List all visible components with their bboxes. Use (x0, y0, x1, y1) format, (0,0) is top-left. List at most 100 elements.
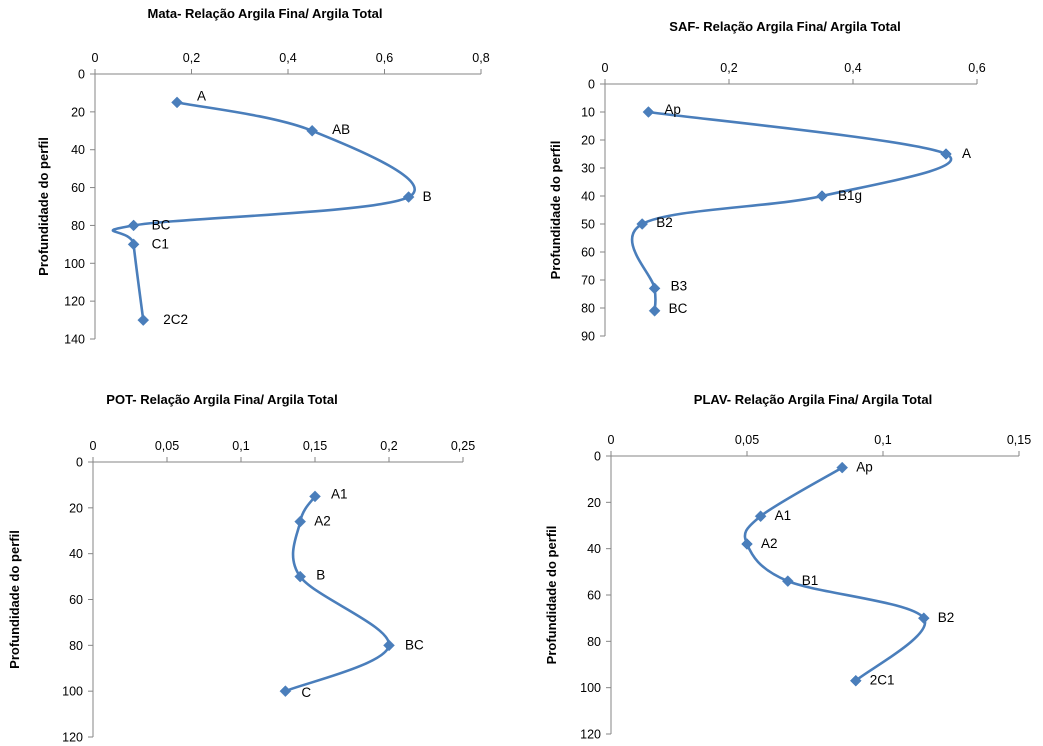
data-point-label: BC (669, 301, 688, 316)
data-point-label: BC (405, 637, 424, 652)
y-tick-label: 20 (69, 501, 83, 515)
data-point-label: BC (152, 217, 171, 232)
data-point-marker (781, 575, 794, 587)
y-tick-label: 90 (581, 330, 595, 344)
data-point-label: 2C1 (870, 673, 895, 688)
y-tick-label: 80 (587, 635, 601, 649)
data-point-label: B2 (938, 610, 955, 625)
x-tick-label: 0,05 (735, 433, 759, 447)
data-point-marker (171, 96, 183, 109)
data-point-marker (741, 538, 753, 550)
x-tick-label: 0,4 (279, 51, 296, 65)
chart-3: PLAV- Relação Argila Fina/ Argila Total 0… (544, 392, 1031, 742)
x-tick-label: 0,1 (874, 433, 891, 447)
y-tick-label: 60 (71, 181, 85, 195)
chart-1: SAF- Relação Argila Fina/ Argila Total 0 0… (548, 19, 986, 344)
y-tick-label: 60 (581, 246, 595, 260)
y-tick-label: 40 (587, 542, 601, 556)
data-point-marker (383, 639, 395, 652)
series-line (743, 466, 927, 682)
data-point-label: B2 (656, 215, 673, 230)
y-tick-label: 0 (76, 456, 83, 470)
data-point-label: B1g (838, 188, 862, 203)
x-tick-label: 0,6 (376, 51, 393, 65)
y-tick-label: 30 (581, 162, 595, 176)
y-tick-label: 120 (64, 295, 85, 309)
y-axis-title: Profundidade do perfil (544, 526, 559, 665)
y-axis-title: Profundidade do perfil (7, 530, 22, 669)
y-tick-label: 20 (71, 105, 85, 119)
chart-title: SAF- Relação Argila Fina/ Argila Total (669, 19, 900, 34)
series-line (284, 495, 391, 693)
data-point-marker (306, 124, 318, 137)
data-point-label: A (197, 88, 206, 103)
data-point-label: A2 (761, 536, 778, 551)
y-tick-label: 20 (587, 496, 601, 510)
x-tick-label: 0,25 (451, 439, 475, 453)
y-tick-label: 70 (581, 274, 595, 288)
data-point-label: B (316, 568, 325, 583)
x-tick-label: 0,8 (472, 51, 489, 65)
data-point-label: A1 (775, 508, 792, 523)
data-point-marker (309, 490, 321, 503)
data-point-marker (636, 218, 649, 230)
data-point-marker (754, 510, 767, 523)
data-point-label: B (423, 189, 432, 204)
y-axis-title: Profundidade do perfil (36, 137, 51, 276)
y-tick-label: 40 (581, 190, 595, 204)
x-tick-label: 0,15 (303, 439, 327, 453)
data-point-label: B1 (802, 573, 819, 588)
data-point-label: B3 (671, 278, 688, 293)
data-point-marker (294, 570, 307, 583)
x-tick-label: 0,2 (380, 439, 397, 453)
x-tick-label: 0,15 (1007, 433, 1031, 447)
chart-0: Mata- Relação Argila Fina/ Argila Total 0… (36, 6, 490, 347)
series-line (111, 101, 416, 321)
data-point-label: C (301, 685, 311, 700)
y-tick-label: 80 (71, 219, 85, 233)
y-tick-label: 120 (580, 728, 601, 742)
y-tick-label: 100 (64, 257, 85, 271)
x-tick-label: 0 (608, 433, 615, 447)
y-tick-label: 80 (581, 302, 595, 316)
x-tick-label: 0,05 (155, 439, 179, 453)
data-point-marker (940, 148, 952, 160)
x-tick-label: 0,1 (232, 439, 249, 453)
chart-title: POT- Relação Argila Fina/ Argila Total (106, 392, 337, 407)
y-tick-label: 60 (587, 589, 601, 603)
data-point-marker (127, 238, 140, 251)
data-point-marker (294, 515, 307, 528)
data-point-marker (137, 314, 150, 326)
x-tick-label: 0 (90, 439, 97, 453)
y-tick-label: 80 (69, 639, 83, 653)
chart-title: Mata- Relação Argila Fina/ Argila Total (147, 6, 382, 21)
x-tick-label: 0,6 (968, 61, 985, 75)
y-tick-label: 0 (594, 450, 601, 464)
y-tick-label: 100 (580, 681, 601, 695)
x-tick-label: 0,2 (183, 51, 200, 65)
data-point-label: AB (332, 122, 350, 137)
data-point-marker (279, 685, 292, 698)
y-axis-title: Profundidade do perfil (548, 141, 563, 280)
y-tick-label: 50 (581, 218, 595, 232)
x-tick-label: 0,4 (844, 61, 861, 75)
chart-title: PLAV- Relação Argila Fina/ Argila Total (694, 392, 932, 407)
y-tick-label: 140 (64, 333, 85, 347)
y-tick-label: 20 (581, 134, 595, 148)
y-tick-label: 40 (71, 143, 85, 157)
data-point-marker (648, 282, 661, 295)
y-tick-label: 40 (69, 547, 83, 561)
y-tick-label: 10 (581, 106, 595, 120)
data-point-marker (642, 106, 655, 118)
data-point-label: Ap (664, 102, 681, 117)
data-point-marker (127, 219, 140, 232)
y-tick-label: 0 (78, 68, 85, 82)
data-point-marker (402, 191, 415, 203)
data-point-marker (836, 461, 849, 474)
data-point-label: Ap (856, 460, 873, 475)
data-point-marker (648, 304, 661, 317)
x-tick-label: 0 (602, 61, 609, 75)
data-point-label: A (962, 146, 971, 161)
data-point-marker (849, 674, 862, 687)
